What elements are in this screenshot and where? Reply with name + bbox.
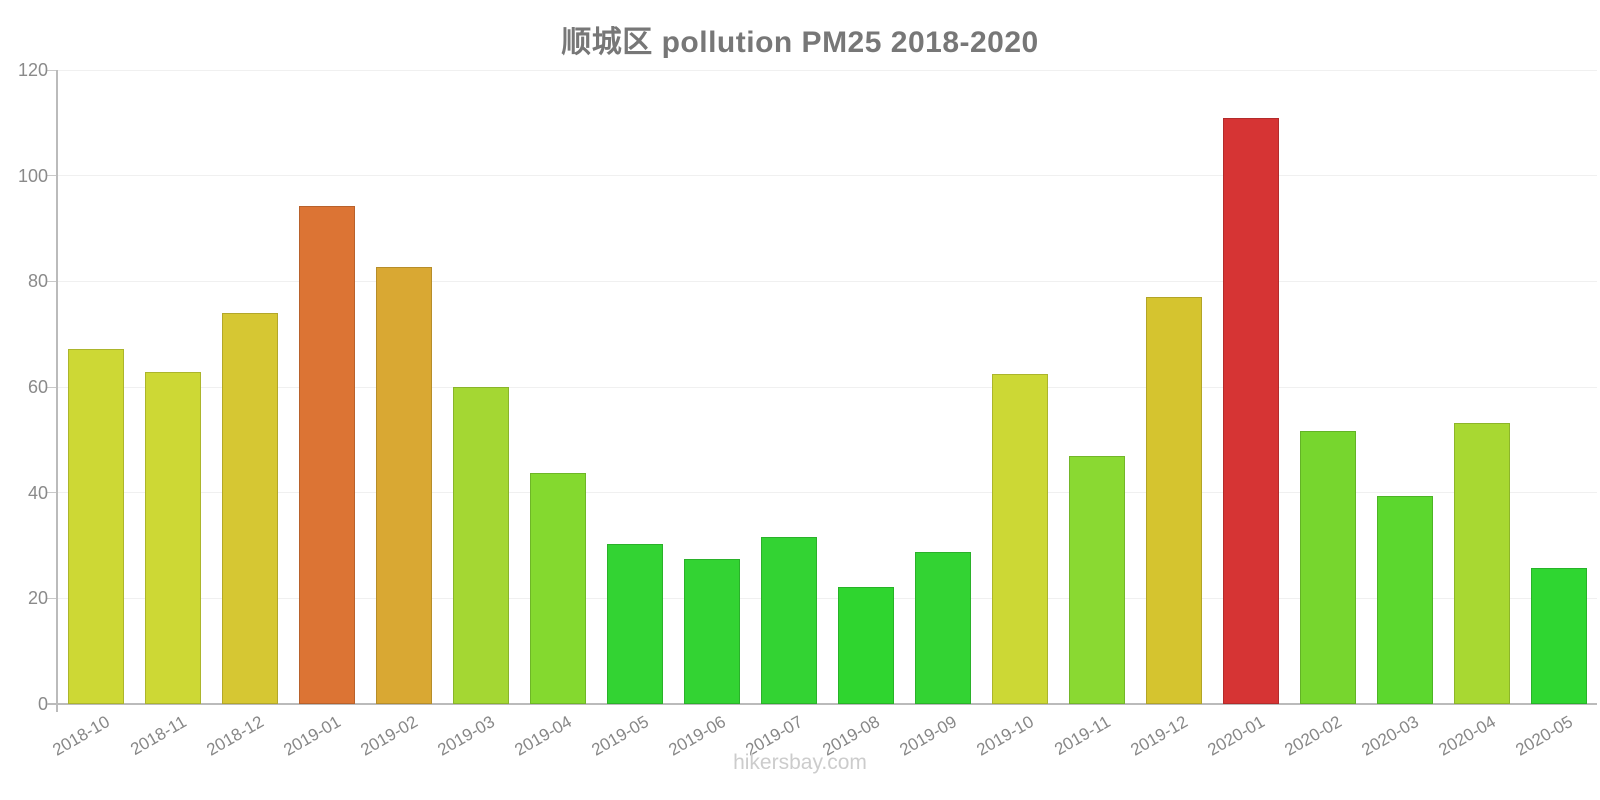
y-tick-20 xyxy=(47,597,57,599)
bar-2019-04[interactable] xyxy=(529,472,586,704)
bar-2019-05[interactable] xyxy=(606,544,663,704)
y-tick-100 xyxy=(47,175,57,177)
y-axis-label-20: 20 xyxy=(27,588,48,609)
x-axis-line xyxy=(47,703,1597,705)
bar-2019-12[interactable] xyxy=(1145,296,1202,704)
bar-2018-10[interactable] xyxy=(67,348,124,704)
bar-2019-11[interactable] xyxy=(1068,456,1125,704)
y-axis-label-40: 40 xyxy=(27,482,48,503)
bar-2020-03[interactable] xyxy=(1376,495,1433,704)
y-tick-120 xyxy=(47,69,57,71)
bar-2019-06[interactable] xyxy=(683,558,740,704)
bar-2020-05[interactable] xyxy=(1530,568,1587,704)
bar-2019-03[interactable] xyxy=(452,387,509,704)
y-tick-80 xyxy=(47,280,57,282)
bar-2019-07[interactable] xyxy=(760,537,817,704)
y-axis-line xyxy=(56,70,58,712)
bar-2018-11[interactable] xyxy=(144,372,201,704)
bar-2019-09[interactable] xyxy=(914,552,971,704)
gridline-60 xyxy=(58,386,1597,388)
y-axis-label-60: 60 xyxy=(27,377,48,397)
y-tick-60 xyxy=(47,386,57,388)
watermark: hikersbay.com xyxy=(733,751,867,774)
y-axis-label-120: 120 xyxy=(17,60,48,80)
y-tick-40 xyxy=(47,492,57,494)
y-axis-label-80: 80 xyxy=(27,271,48,292)
gridline-100 xyxy=(58,175,1597,177)
y-axis-label-0: 0 xyxy=(37,694,48,714)
bar-2020-02[interactable] xyxy=(1299,431,1356,704)
bar-2019-01[interactable] xyxy=(298,205,355,704)
gridline-20 xyxy=(58,597,1597,599)
gridline-120 xyxy=(58,69,1597,71)
bar-2019-08[interactable] xyxy=(837,586,894,704)
bar-2020-01[interactable] xyxy=(1222,117,1279,704)
chart-title: 顺城区 pollution PM25 2018-2020 xyxy=(561,26,1039,59)
bar-2018-12[interactable] xyxy=(221,313,278,704)
gridline-40 xyxy=(58,492,1597,494)
y-axis-label-100: 100 xyxy=(17,165,48,186)
bar-2019-02[interactable] xyxy=(375,266,432,704)
bar-2019-10[interactable] xyxy=(991,373,1048,704)
bar-2020-04[interactable] xyxy=(1453,422,1510,704)
gridline-80 xyxy=(58,280,1597,282)
